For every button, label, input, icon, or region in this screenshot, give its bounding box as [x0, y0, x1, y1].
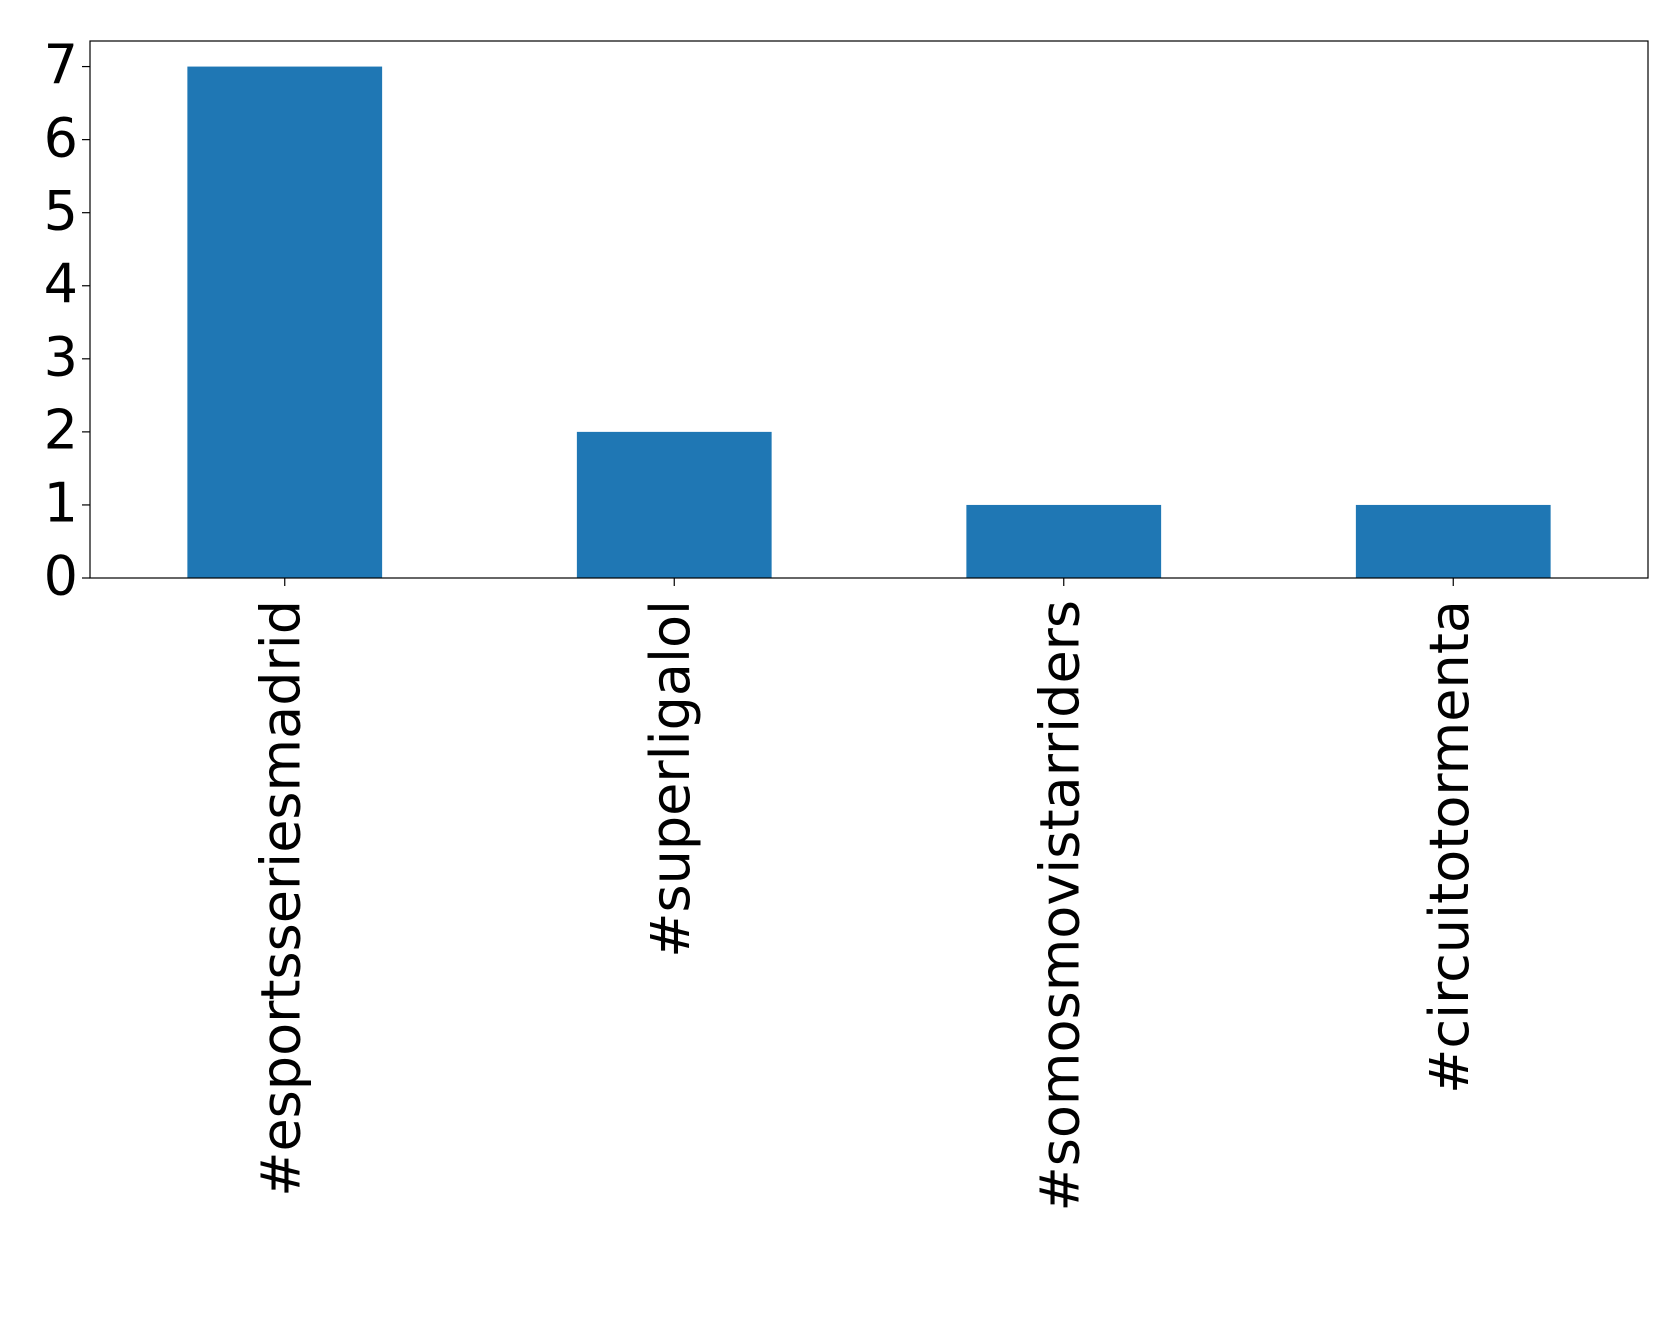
- y-tick-label: 3: [44, 325, 78, 388]
- x-tick-label: #circuitotormenta: [1418, 600, 1481, 1094]
- y-tick-label: 4: [44, 252, 78, 315]
- bar: [966, 504, 1162, 578]
- x-tick-label: #somosmovistarriders: [1028, 600, 1091, 1211]
- y-tick-label: 2: [44, 399, 78, 462]
- y-tick-label: 6: [44, 106, 78, 169]
- bar: [576, 431, 772, 578]
- bar: [1355, 504, 1551, 578]
- bar: [187, 66, 383, 579]
- y-tick-label: 0: [44, 545, 78, 608]
- y-tick-label: 1: [44, 472, 78, 535]
- axes-frame: [89, 40, 1649, 579]
- y-tick-label: 5: [44, 179, 78, 242]
- y-tick-label: 7: [44, 33, 78, 96]
- x-tick-label: #esportsseriesmadrid: [249, 600, 312, 1197]
- x-tick-label: #superligalol: [639, 600, 702, 958]
